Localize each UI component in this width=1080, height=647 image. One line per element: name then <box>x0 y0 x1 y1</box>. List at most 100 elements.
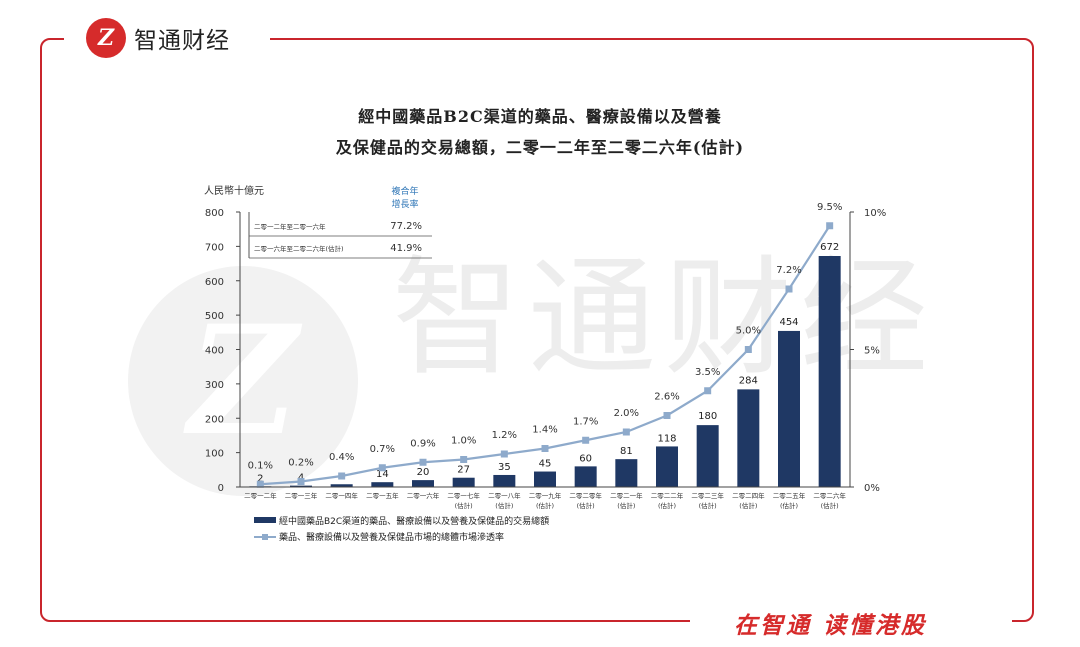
bar <box>371 482 394 487</box>
y-tick-label: 800 <box>205 208 224 219</box>
logo-icon: Z <box>86 18 126 58</box>
bar <box>737 389 760 487</box>
line-marker <box>582 436 590 444</box>
x-tick-label: (估計) <box>821 501 839 510</box>
y-axis-label: 人民幣十億元 <box>204 184 264 197</box>
bar <box>656 446 678 487</box>
x-tick-label: 二零二六年 <box>813 491 846 500</box>
x-tick-label: (估計) <box>577 501 595 510</box>
bar <box>412 480 434 487</box>
y-tick-label: 100 <box>205 449 224 460</box>
bar <box>534 471 556 487</box>
bar-value-label: 35 <box>498 462 511 473</box>
legend-line-marker <box>262 534 268 540</box>
line-value-label: 0.4% <box>329 452 354 463</box>
bar-value-label: 27 <box>457 465 470 476</box>
x-tick-label: (估計) <box>658 501 676 510</box>
bar-value-label: 60 <box>579 453 592 464</box>
watermark-logo-icon: Z <box>128 266 358 496</box>
x-tick-label: (估計) <box>617 501 635 510</box>
x-tick-label: (估計) <box>699 501 717 510</box>
line-value-label: 2.0% <box>614 408 639 419</box>
line-value-label: 5.0% <box>736 326 761 337</box>
chart-title-line2: 及保健品的交易總額，二零一二年至二零二六年(估計) <box>335 138 745 157</box>
y-tick-label: 400 <box>205 346 224 357</box>
x-tick-label: 二零一八年 <box>488 491 521 500</box>
line-value-label: 0.9% <box>410 438 435 449</box>
brand-logo: Z 智通财经 <box>86 18 230 58</box>
bar-value-label: 81 <box>620 446 633 457</box>
line-marker <box>338 472 346 480</box>
line-marker <box>297 478 305 485</box>
bar <box>330 484 353 487</box>
y-tick-label: 600 <box>205 277 224 288</box>
line-value-label: 0.7% <box>370 444 395 455</box>
bar-value-label: 2 <box>257 473 263 484</box>
bar <box>452 477 475 487</box>
legend-line-label: 藥品、醫療設備以及營養及保健品市場的總體市場滲透率 <box>279 531 504 543</box>
line-value-label: 0.2% <box>288 458 313 469</box>
bar <box>696 425 719 487</box>
line-marker <box>541 445 549 452</box>
cagr-header: 複合年 <box>391 185 418 197</box>
bar <box>818 256 841 487</box>
bar <box>493 474 516 487</box>
x-tick-label: (估計) <box>780 501 798 510</box>
line-value-label: 1.2% <box>492 430 517 441</box>
cagr-period: 二零一二年至二零一六年 <box>254 222 326 231</box>
content-frame <box>40 38 1034 622</box>
bar <box>778 330 800 487</box>
line-value-label: 9.5% <box>817 202 842 213</box>
bar-value-label: 180 <box>698 411 717 422</box>
line-marker <box>785 285 793 293</box>
bar-value-label: 118 <box>657 433 676 444</box>
x-tick-label: (估計) <box>495 501 513 510</box>
legend-bar-swatch <box>254 517 276 523</box>
x-tick-label: 二零二一年 <box>610 491 643 500</box>
x-tick-label: 二零二三年 <box>691 491 724 500</box>
frame-gap-bottom <box>690 612 1012 634</box>
bar <box>290 485 312 487</box>
y2-tick-label: 5% <box>864 346 880 357</box>
line-marker <box>460 456 468 463</box>
bar-value-label: 454 <box>779 317 798 328</box>
x-tick-label: 二零一三年 <box>285 491 318 500</box>
x-tick-label: 二零一五年 <box>366 491 399 500</box>
line-marker <box>826 222 834 230</box>
line-marker <box>704 387 712 395</box>
line-marker <box>419 458 427 466</box>
line-value-label: 1.0% <box>451 436 476 447</box>
y-tick-label: 300 <box>205 380 224 391</box>
logo-text: 智通财经 <box>134 28 230 54</box>
x-tick-label: 二零一四年 <box>325 491 358 500</box>
cagr-period: 二零一六年至二零二六年(估計) <box>254 244 344 253</box>
legend-bar-label: 經中國藥品B2C渠道的藥品、醫療設備以及營養及保健品的交易總額 <box>279 515 549 527</box>
line-marker <box>622 428 630 436</box>
line-marker <box>744 346 752 353</box>
cagr-value: 41.9% <box>390 243 422 254</box>
x-tick-label: 二零一七年 <box>447 491 480 500</box>
bar <box>615 459 638 487</box>
line-marker <box>663 412 671 419</box>
cagr-header: 增長率 <box>391 198 418 210</box>
x-tick-label: 二零二四年 <box>732 491 765 500</box>
y-tick-label: 0 <box>218 483 224 494</box>
x-tick-label: (估計) <box>536 501 554 510</box>
x-tick-label: (估計) <box>455 501 473 510</box>
y-tick-label: 200 <box>205 414 224 425</box>
x-tick-label: 二零二五年 <box>773 491 806 500</box>
x-tick-label: 二零一六年 <box>407 491 440 500</box>
y2-tick-label: 10% <box>864 208 886 219</box>
chart-title-line1: 經中國藥品B2C渠道的藥品、醫療設備以及營養 <box>358 107 722 126</box>
line-marker <box>378 464 386 472</box>
line-marker <box>256 480 264 488</box>
bar-value-label: 20 <box>417 467 430 478</box>
x-tick-label: 二零一九年 <box>529 491 562 500</box>
line-value-label: 2.6% <box>654 392 679 403</box>
line-value-label: 7.2% <box>776 265 801 276</box>
bar-value-label: 672 <box>820 242 839 253</box>
line-value-label: 1.4% <box>532 425 557 436</box>
slogan: 在智通 读懂港股 <box>734 613 928 639</box>
